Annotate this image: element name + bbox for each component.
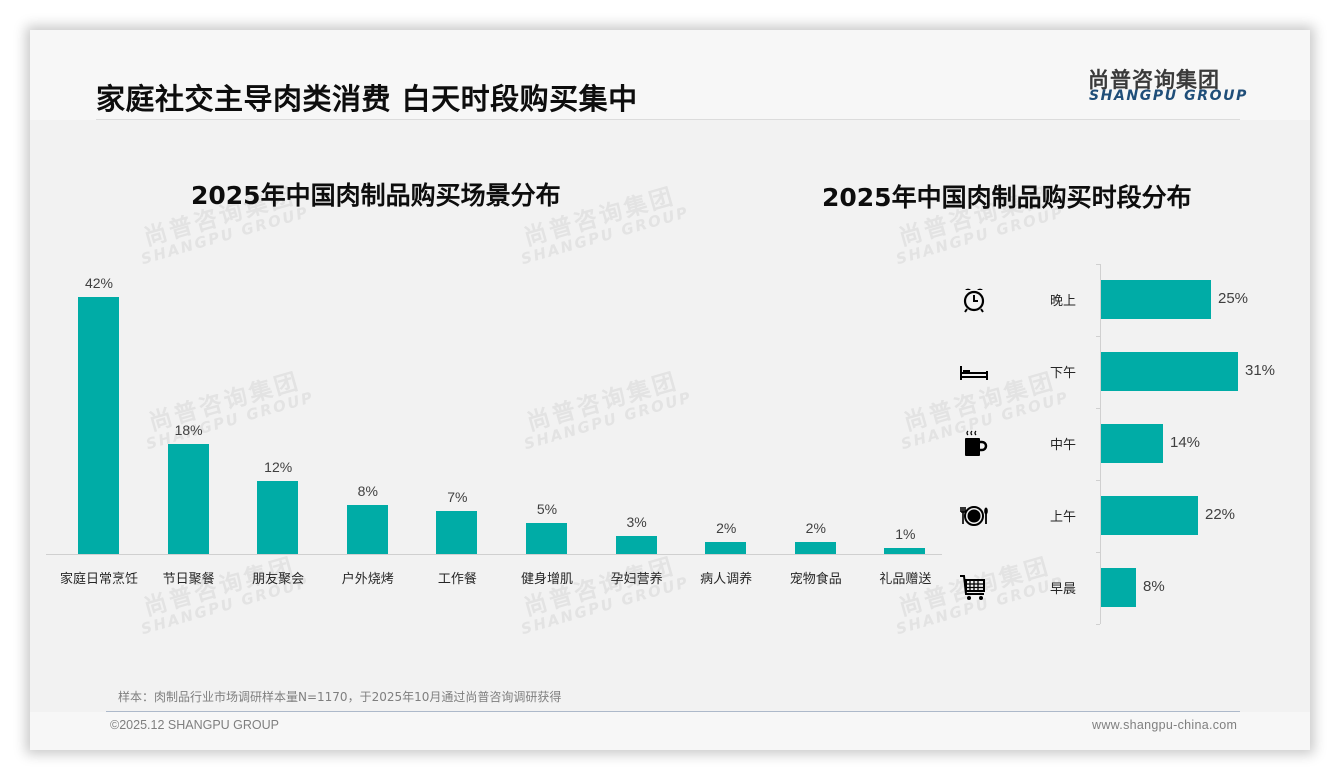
category-label: 宠物食品: [789, 572, 842, 587]
bar: [1101, 424, 1163, 463]
hot-mug-icon: [958, 430, 990, 458]
bar: [526, 523, 567, 554]
category-label: 户外烧烤: [341, 572, 394, 587]
bar-column: 42% 家庭日常烹饪: [54, 270, 144, 610]
bed-icon: [958, 358, 990, 386]
value-label: 8%: [357, 483, 378, 499]
value-label: 42%: [84, 275, 114, 291]
bar: [705, 542, 747, 554]
bar-column: 8% 户外烧烤: [323, 270, 413, 610]
website-link[interactable]: www.shangpu-china.com: [1092, 718, 1238, 732]
value-label: 5%: [536, 501, 558, 517]
bar-column: 12% 朋友聚会: [233, 270, 323, 610]
slide-card: 尚普咨询集团 SHANGPU GROUP 尚普咨询集团 SHANGPU GROUP …: [30, 30, 1310, 750]
bar-column: 7% 工作餐: [412, 270, 502, 610]
axis-tick: [1096, 552, 1100, 553]
sample-note: 样本：肉制品行业市场调研样本量N=1170，于2025年10月通过尚普咨询调研获…: [118, 690, 562, 704]
bar: [436, 511, 478, 554]
bar: [615, 536, 657, 554]
y-axis-line: [1100, 264, 1101, 624]
value-label: 22%: [1205, 506, 1236, 523]
axis-tick: [1096, 264, 1100, 265]
value-label: 2%: [716, 520, 737, 536]
logo-cn: 尚普咨询集团: [1088, 68, 1220, 92]
category-label: 礼品赠送: [879, 572, 932, 587]
value-label: 25%: [1218, 290, 1249, 307]
bar: [78, 297, 119, 554]
bar-column: 1% 礼品赠送: [860, 270, 950, 610]
bar-column: 5% 健身增肌: [502, 270, 592, 610]
bar: [167, 444, 209, 554]
scene-chart-title: 2025年中国肉制品购买场景分布: [191, 181, 561, 210]
footer-divider: [106, 711, 1240, 712]
bar-row: 中午 14%: [940, 408, 1300, 480]
page-title: 家庭社交主导肉类消费 白天时段购买集中: [96, 82, 638, 116]
category-label: 病人调养: [700, 572, 753, 587]
category-label: 健身增肌: [520, 572, 573, 587]
bar-row: 早晨 8%: [940, 552, 1300, 624]
value-label: 7%: [447, 489, 468, 505]
bar-row: 晚上 25%: [940, 264, 1300, 336]
category-label: 孕妇营养: [610, 572, 663, 587]
category-label: 朋友聚会: [252, 572, 305, 587]
axis-tick: [1096, 408, 1100, 409]
bar-row: 上午 22%: [940, 480, 1300, 552]
category-label: 上午: [1050, 510, 1077, 525]
scene-bar-chart: 42% 家庭日常烹饪 18% 节日聚餐 12% 朋友聚会 8% 户外烧烤 7% 工作餐 5% 健身增肌…: [46, 270, 942, 610]
bar: [1101, 352, 1238, 391]
value-label: 1%: [895, 526, 916, 542]
bar-row: 下午 31%: [940, 336, 1300, 408]
bar: [794, 542, 836, 554]
value-label: 18%: [174, 422, 203, 438]
copyright: ©2025.12 SHANGPU GROUP: [110, 718, 279, 732]
value-label: 3%: [626, 514, 647, 530]
bar-column: 2% 宠物食品: [771, 270, 861, 610]
axis-tick: [1096, 336, 1100, 337]
shopping-cart-icon: [958, 574, 990, 602]
value-label: 12%: [264, 459, 293, 475]
category-label: 中午: [1050, 438, 1077, 453]
axis-tick: [1096, 480, 1100, 481]
bar-column: 18% 节日聚餐: [144, 270, 234, 610]
value-label: 31%: [1245, 362, 1276, 379]
bar: [346, 505, 388, 554]
footer-strip: [30, 712, 1310, 750]
value-label: 14%: [1170, 434, 1201, 451]
bar: [257, 481, 299, 554]
category-label: 晚上: [1050, 294, 1077, 309]
header-strip: [30, 30, 1310, 120]
x-axis-line: [46, 554, 942, 555]
value-label: 2%: [805, 520, 826, 536]
category-label: 工作餐: [437, 572, 477, 587]
logo-en: SHANGPU GROUP: [1089, 88, 1248, 104]
bar: [1101, 496, 1198, 535]
bar: [1101, 568, 1136, 607]
alarm-clock-icon: [958, 286, 990, 314]
bar-column: 2% 病人调养: [681, 270, 771, 610]
category-label: 早晨: [1050, 582, 1077, 597]
value-label: 8%: [1143, 578, 1165, 595]
time-chart-title: 2025年中国肉制品购买时段分布: [822, 183, 1192, 212]
axis-tick: [1096, 624, 1100, 625]
bar-column: 3% 孕妇营养: [592, 270, 682, 610]
bar: [884, 548, 926, 554]
title-divider: [96, 119, 1240, 120]
category-label: 家庭日常烹饪: [59, 572, 138, 587]
category-label: 节日聚餐: [162, 572, 215, 587]
bar: [1101, 280, 1211, 319]
category-label: 下午: [1050, 366, 1077, 381]
time-bar-chart: 晚上 25% 下午 31% 中午 14% 上午 22% 早晨 8%: [940, 262, 1300, 626]
plate-cutlery-icon: [958, 502, 990, 530]
